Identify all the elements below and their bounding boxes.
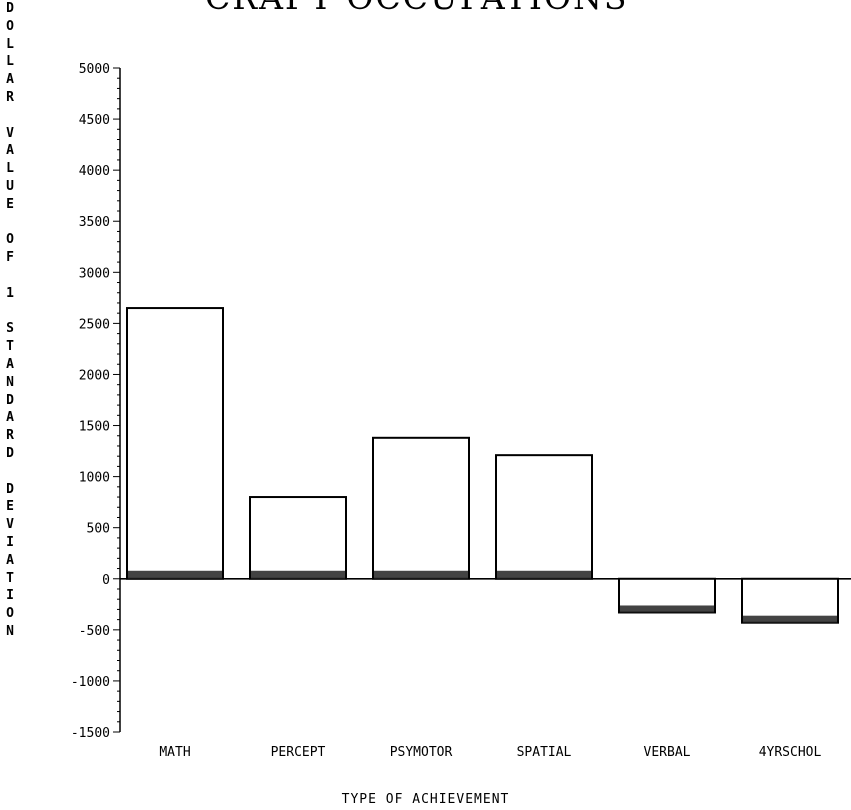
bar-shading (128, 570, 222, 579)
y-tick-label: 2000 (79, 368, 110, 383)
y-tick-label: -1500 (71, 726, 110, 741)
bar-shading (620, 605, 714, 613)
x-tick-label: SPATIAL (517, 745, 572, 760)
bar (126, 307, 224, 580)
bar (495, 454, 593, 580)
x-tick-label: VERBAL (644, 745, 691, 760)
y-tick-label: 0 (102, 573, 110, 588)
y-tick-label: 1500 (79, 420, 110, 435)
bar-shading (497, 570, 591, 579)
x-tick-label: PSYMOTOR (390, 745, 453, 760)
bar (249, 496, 347, 580)
y-tick-label: 2500 (79, 317, 110, 332)
chart-title: CRAFT OCCUPATIONS (205, 0, 665, 17)
y-tick-label: 4500 (79, 113, 110, 128)
x-tick-label: PERCEPT (271, 745, 326, 760)
y-tick-label: -1000 (71, 675, 110, 690)
y-tick-label: 1000 (79, 471, 110, 486)
bar (372, 436, 470, 580)
x-tick-label: MATH (159, 745, 190, 760)
y-tick-label: 4000 (79, 164, 110, 179)
y-tick-label: 500 (87, 522, 110, 537)
bar-shading (251, 570, 345, 579)
bar-shading (374, 570, 468, 579)
y-tick-label: -500 (79, 624, 110, 639)
x-axis-label: TYPE OF ACHIEVEMENT (341, 792, 510, 807)
y-tick-label: 3000 (79, 266, 110, 281)
bar-shading (743, 615, 837, 623)
x-tick-label: 4YRSCHOL (759, 745, 822, 760)
bar (741, 577, 839, 624)
y-tick-label: 3500 (79, 215, 110, 230)
y-tick-label: 5000 (79, 62, 110, 77)
